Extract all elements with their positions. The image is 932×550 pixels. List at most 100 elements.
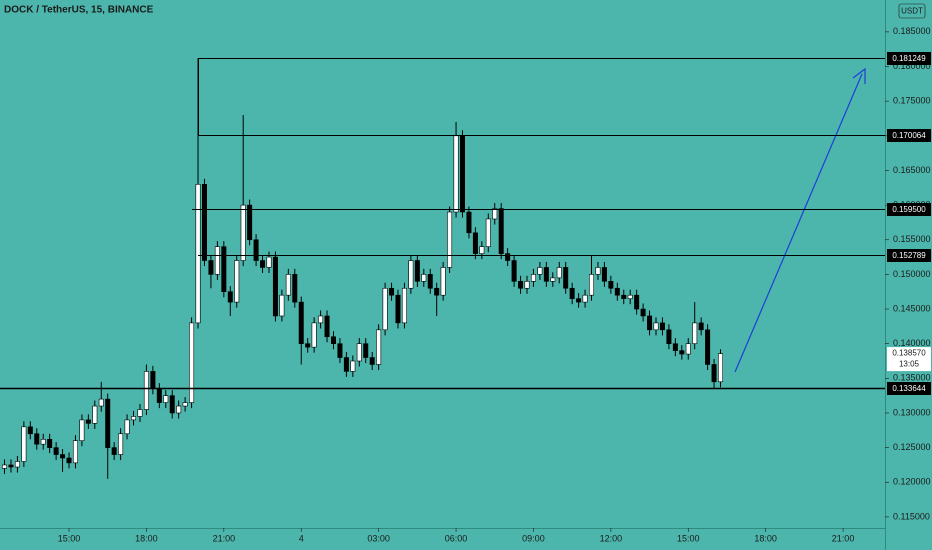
candle-body <box>14 461 20 468</box>
candle-body <box>221 246 227 293</box>
candle-body <box>427 274 433 289</box>
candle-body <box>47 439 53 448</box>
candle-body <box>292 274 298 303</box>
candle-body <box>485 218 491 247</box>
x-tick-label: 21:00 <box>213 533 236 543</box>
level-label: 0.181249 <box>892 54 926 63</box>
x-tick-label: 12:00 <box>600 533 623 543</box>
y-tick-label: 0.120000 <box>893 477 931 487</box>
candle-body <box>350 360 356 372</box>
x-tick-label: 21:00 <box>832 533 855 543</box>
candle-body <box>511 260 517 282</box>
candle-body <box>634 294 640 310</box>
candle-body <box>2 464 8 469</box>
candle-body <box>705 329 711 365</box>
candle-body <box>718 353 724 383</box>
candle-body <box>589 274 595 296</box>
candle-body <box>182 402 188 407</box>
forecast-arrow <box>734 73 863 373</box>
candle-body <box>666 329 672 344</box>
y-tick-label: 0.180000 <box>893 61 931 71</box>
candle-body <box>98 398 104 407</box>
candle-body <box>305 343 311 348</box>
candle-body <box>440 267 446 296</box>
candle-body <box>330 336 336 344</box>
candle-body <box>85 419 91 424</box>
candle-body <box>318 315 324 324</box>
y-tick-label: 0.145000 <box>893 303 931 313</box>
candle-body <box>582 294 588 303</box>
candle-body <box>505 253 511 261</box>
candle-body <box>189 322 195 403</box>
candle-body <box>530 274 536 282</box>
candle-body <box>466 211 472 234</box>
candle-body <box>234 260 240 303</box>
candle-body <box>421 274 427 282</box>
level-label-bg <box>887 203 931 216</box>
candle-body <box>240 204 246 261</box>
x-tick-label: 06:00 <box>445 533 468 543</box>
y-tick-label: 0.150000 <box>893 269 931 279</box>
candle-body <box>556 267 562 279</box>
candle-body <box>492 208 498 220</box>
level-label-bg <box>887 249 931 262</box>
candle-body <box>253 239 259 261</box>
candle-body <box>498 208 504 254</box>
candle-body <box>595 267 601 275</box>
last-price-label: 0.138570 <box>892 349 926 358</box>
level-label-bg <box>887 52 931 65</box>
candle-body <box>408 260 414 289</box>
x-tick-label: 18:00 <box>135 533 158 543</box>
candle-body <box>324 315 330 338</box>
candle-body <box>614 287 620 296</box>
candle-body <box>569 287 575 299</box>
y-tick-label: 0.115000 <box>893 511 930 521</box>
candle-body <box>143 371 149 410</box>
forecast-arrow-head <box>852 67 866 84</box>
candle-body <box>608 281 614 289</box>
candle-body <box>685 343 691 355</box>
y-tick-label: 0.135000 <box>893 373 931 383</box>
candle-body <box>395 294 401 324</box>
candle-body <box>537 267 543 275</box>
y-tick-label: 0.175000 <box>893 96 931 106</box>
candle-body <box>260 260 266 268</box>
candle-body <box>459 135 465 213</box>
candle-body <box>79 419 85 441</box>
candle-body <box>298 301 304 344</box>
candle-body <box>208 260 214 275</box>
y-tick-label: 0.140000 <box>893 338 931 348</box>
y-tick-label: 0.165000 <box>893 165 931 175</box>
candle-body <box>21 426 27 462</box>
candle-body <box>679 350 685 355</box>
x-tick-label: 03:00 <box>367 533 390 543</box>
candle-body <box>27 426 33 435</box>
candle-body <box>72 440 78 464</box>
x-tick-label: 18:00 <box>754 533 777 543</box>
candle-body <box>337 343 343 358</box>
candle-body <box>653 322 659 331</box>
candle-body <box>279 294 285 317</box>
candle-body <box>518 281 524 289</box>
candle-body <box>60 454 66 459</box>
y-tick-label: 0.125000 <box>893 442 931 452</box>
candle-body <box>201 184 207 261</box>
x-tick-label: 4 <box>299 533 304 543</box>
countdown: 13:05 <box>899 360 920 369</box>
candle-body <box>214 246 220 275</box>
level-label-bg <box>887 129 931 142</box>
candle-body <box>659 322 665 331</box>
candle-body <box>176 405 182 414</box>
candle-body <box>711 364 717 383</box>
candle-body <box>343 357 349 372</box>
candle-body <box>692 322 698 344</box>
candle-body <box>150 371 156 390</box>
currency-box <box>898 3 926 19</box>
x-tick-label: 15:00 <box>58 533 81 543</box>
candle-body <box>227 291 233 303</box>
candle-body <box>601 267 607 282</box>
level-label: 0.133644 <box>892 384 926 393</box>
candle-body <box>479 246 485 254</box>
candle-body <box>543 267 549 282</box>
